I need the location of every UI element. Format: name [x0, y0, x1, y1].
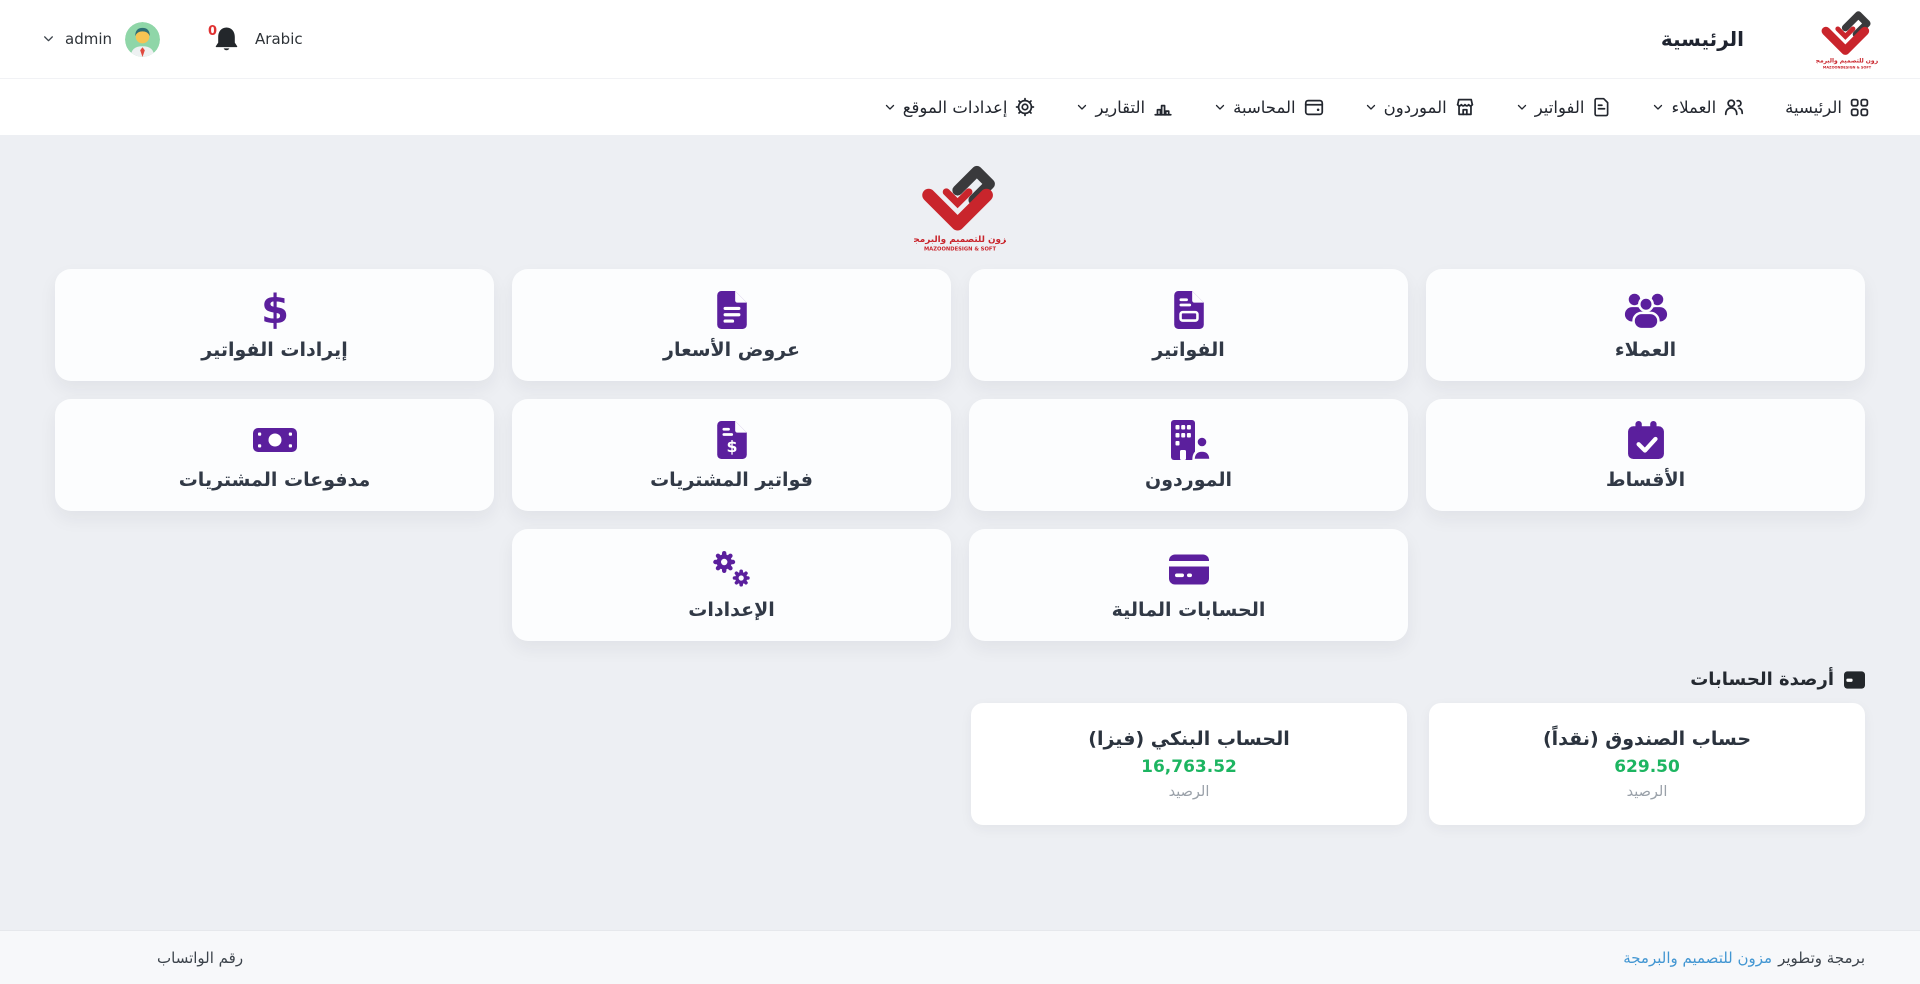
main-content: مزون للتصميم والبرمجة MAZOONDESIGN & SOF… [0, 135, 1920, 930]
chevron-down-icon [1215, 104, 1225, 110]
account-title: الحساب البنكي (فيزا) [1088, 728, 1290, 750]
grid-icon [1850, 98, 1869, 116]
file-icon [1594, 97, 1609, 117]
svg-text:MAZOONDESIGN & SOFT: MAZOONDESIGN & SOFT [1823, 65, 1872, 69]
center-logo: مزون للتصميم والبرمجة MAZOONDESIGN & SOF… [0, 155, 1920, 253]
module-label: فواتير المشتريات [650, 468, 813, 491]
nav-item-home[interactable]: الرئيسية [1785, 97, 1870, 118]
brand-logo[interactable]: مزون للتصميم والبرمجة MAZOONDESIGN & SOF… [1812, 4, 1882, 74]
module-card-purchase-payments[interactable]: مدفوعات المشتريات [55, 399, 494, 511]
module-label: عروض الأسعار [663, 338, 800, 361]
dollar-icon: $ [262, 289, 288, 331]
avatar[interactable] [125, 21, 160, 57]
balance-caption: الرصيد [1626, 784, 1668, 800]
svg-text:مزون للتصميم والبرمجة: مزون للتصميم والبرمجة [914, 235, 1006, 245]
module-card-settings[interactable]: الإعدادات [512, 529, 951, 641]
file-invoice-dollar-icon: $ [716, 420, 747, 460]
nav-label: التقارير [1095, 97, 1146, 117]
bell-icon [215, 27, 238, 50]
store-icon [1456, 98, 1473, 116]
whatsapp-number-label: رقم الواتساب [157, 948, 244, 967]
chevron-down-icon[interactable] [42, 30, 55, 49]
module-card-purchase-invoices[interactable]: $ فواتير المشتريات [512, 399, 951, 511]
svg-text:مزون للتصميم والبرمجة: مزون للتصميم والبرمجة [1816, 57, 1878, 64]
module-label: الأقساط [1605, 468, 1686, 491]
bar-chart-icon [1154, 104, 1172, 116]
gear-icon [1016, 97, 1035, 117]
module-card-invoice-revenues[interactable]: $ إيرادات الفواتير [55, 269, 494, 381]
notifications-button[interactable]: 0 [208, 23, 239, 53]
file-lines-icon [716, 290, 747, 330]
credit-card-icon [1168, 550, 1209, 590]
gears-icon [710, 550, 754, 590]
module-label: الحسابات المالية [1111, 598, 1266, 621]
file-invoice-icon [1173, 290, 1204, 330]
module-card-invoices[interactable]: الفواتير [969, 269, 1408, 381]
nav-item-suppliers[interactable]: الموردون [1365, 96, 1476, 118]
nav-item-customers[interactable]: العملاء [1652, 96, 1745, 118]
nav-label: المحاسبة [1233, 97, 1296, 117]
module-label: الإعدادات [688, 598, 775, 621]
balances-heading: أرصدة الحسابات [55, 669, 1865, 690]
balances-grid: حساب الصندوق (نقداً) 629.50 الرصيد الحسا… [55, 703, 1865, 825]
calendar-check-icon [1627, 420, 1665, 460]
credit-prefix: برمجة وتطوير [1778, 948, 1865, 967]
module-label: الموردون [1145, 468, 1233, 491]
chevron-down-icon [1654, 104, 1663, 110]
module-label: مدفوعات المشتريات [178, 468, 371, 491]
balances-heading-label: أرصدة الحسابات [1690, 669, 1834, 690]
module-grid: العملاء الفواتير [55, 269, 1865, 641]
svg-text:MAZOONDESIGN & SOFT: MAZOONDESIGN & SOFT [924, 247, 996, 253]
developer-link[interactable]: مزون للتصميم والبرمجة [1623, 948, 1773, 967]
user-menu[interactable]: admin [65, 30, 112, 48]
nav-label: إعدادات الموقع [902, 97, 1008, 117]
nav-item-reports[interactable]: التقارير [1076, 96, 1174, 118]
nav-item-invoices[interactable]: الفواتير [1516, 96, 1613, 118]
chevron-down-icon [1517, 104, 1526, 110]
topbar-left-group: admin 0 Arabic [42, 21, 303, 57]
wallet-icon [1304, 99, 1323, 116]
building-user-icon [1167, 419, 1211, 460]
module-card-quotes[interactable]: عروض الأسعار [512, 269, 951, 381]
module-card-customers[interactable]: العملاء [1426, 269, 1865, 381]
account-title: حساب الصندوق (نقداً) [1542, 728, 1752, 750]
money-bill-icon [252, 420, 297, 460]
main-nav: الرئيسية العملاء الفواتير الموردون [0, 78, 1920, 135]
svg-text:$: $ [262, 289, 288, 331]
topbar: admin 0 Arabic الرئيسية [0, 0, 1920, 78]
developer-credit: برمجة وتطوير مزون للتصميم والبرمجة [1623, 949, 1865, 967]
nav-label: العملاء [1671, 97, 1717, 117]
nav-item-accounting[interactable]: المحاسبة [1214, 96, 1324, 118]
page-title: الرئيسية [1660, 27, 1744, 51]
chevron-down-icon [1366, 104, 1375, 110]
notification-badge: 0 [208, 23, 218, 39]
module-card-suppliers[interactable]: الموردون [969, 399, 1408, 511]
module-label: إيرادات الفواتير [201, 338, 348, 361]
nav-label: الفواتير [1534, 97, 1585, 117]
wallet-icon [1844, 670, 1865, 689]
nav-label: الموردون [1383, 97, 1447, 117]
account-balance-value: 629.50 [1614, 757, 1680, 777]
topbar-right-group: الرئيسية مزون للتصميم والبرمجة MAZOONDES… [1660, 4, 1882, 74]
footer: رقم الواتساب برمجة وتطوير مزون للتصميم و… [0, 930, 1920, 984]
svg-text:$: $ [726, 437, 737, 456]
chevron-down-icon [1078, 104, 1087, 110]
balance-card-bank-visa[interactable]: الحساب البنكي (فيزا) 16,763.52 الرصيد [971, 703, 1407, 825]
users-icon [1725, 99, 1744, 116]
module-label: الفواتير [1152, 338, 1225, 361]
balance-caption: الرصيد [1168, 784, 1210, 800]
account-balance-value: 16,763.52 [1141, 757, 1237, 777]
module-card-financial-accounts[interactable]: الحسابات المالية [969, 529, 1408, 641]
users-icon [1623, 290, 1669, 330]
module-card-installments[interactable]: الأقساط [1426, 399, 1865, 511]
nav-item-site-settings[interactable]: إعدادات الموقع [884, 96, 1037, 118]
chevron-down-icon [885, 104, 894, 110]
module-label: العملاء [1614, 338, 1677, 361]
balance-card-cashbox[interactable]: حساب الصندوق (نقداً) 629.50 الرصيد [1429, 703, 1865, 825]
nav-label: الرئيسية [1785, 97, 1842, 117]
language-selector[interactable]: Arabic [255, 30, 303, 48]
